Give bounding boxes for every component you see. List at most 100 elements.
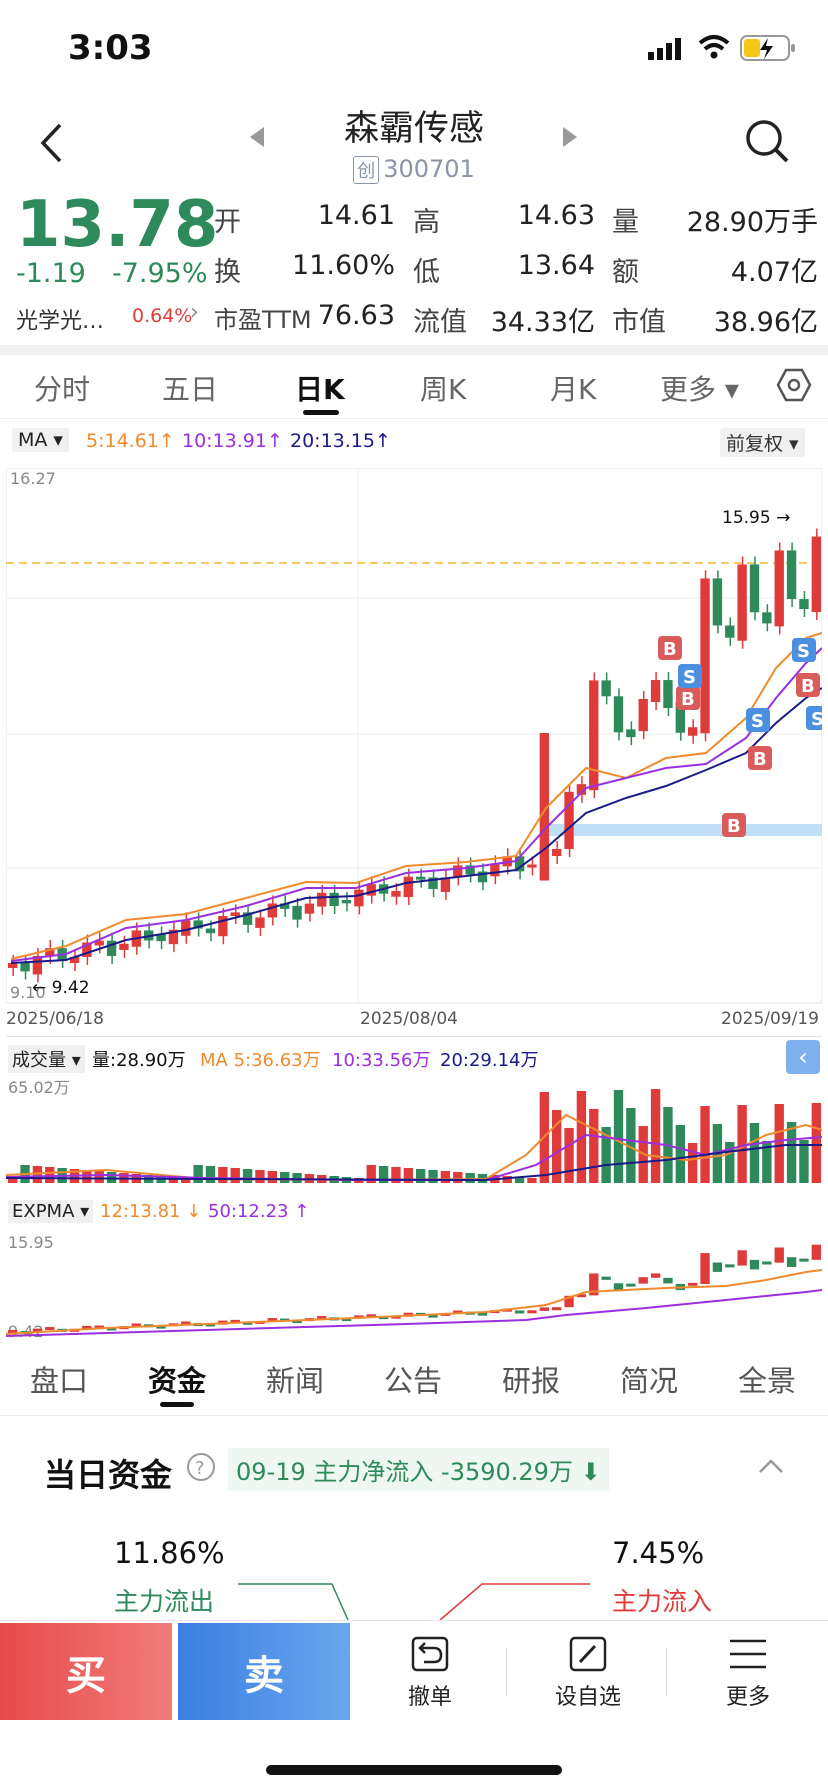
status-time: 3:03 [68,28,153,68]
candle-body [613,696,624,733]
more-button[interactable]: 更多 [688,1635,808,1711]
expma-candle [267,1318,277,1322]
candle-body [601,680,611,697]
volume-bar [82,1170,92,1183]
pe-value: 76.63 [317,300,395,331]
volume-bar [688,1143,698,1183]
candle-body [82,942,92,957]
chart-period-tabs [0,352,828,419]
candle-body [230,912,240,917]
volume-y-top: 65.02万 [8,1078,70,1097]
candle-body [576,784,587,795]
volume-bar [453,1172,463,1183]
volume-bar [774,1104,784,1183]
ma5-value: 5:14.61↑ [86,430,175,452]
tab-monthly-k[interactable]: 月K [550,373,597,406]
volume-bar [440,1171,451,1183]
volume-bar [230,1168,240,1183]
volume-bar [45,1167,55,1183]
tab-active-indicator [303,410,339,415]
candle-body [205,928,216,934]
candle-body [650,680,661,703]
volume-chart[interactable]: 65.02万 [6,1075,822,1190]
tab-research[interactable]: 研报 [502,1364,561,1398]
expma-candle [82,1325,92,1329]
inflow-pct: 7.45% [612,1536,705,1570]
tab-announcements[interactable]: 公告 [384,1364,443,1398]
expma-candle [576,1294,587,1298]
open-label: 开 [214,207,241,238]
svg-text:S: S [811,709,822,730]
volume-bar [502,1176,512,1183]
more-label: 更多 [725,1685,770,1710]
candle-body [799,599,809,610]
prev-stock-icon[interactable] [250,127,266,147]
tab-capital[interactable]: 资金 [148,1364,207,1398]
candle-body [32,955,43,975]
stock-header: 森霸传感 创 300701 [0,100,828,184]
collapse-panel-icon[interactable]: ‹ [786,1040,820,1074]
expma-candle [514,1310,525,1314]
volume-selector[interactable]: 成交量 ▾ [8,1045,85,1073]
cancel-order-button[interactable]: 撤单 [370,1635,490,1711]
tab-orderbook[interactable]: 盘口 [30,1364,89,1398]
candle-body [8,963,18,968]
volume-bar [428,1170,438,1183]
sell-button[interactable]: 卖 [178,1623,350,1720]
candle-body [391,891,401,897]
volume-label: 量 [612,207,639,238]
fund-title: 当日资金 [44,1456,173,1494]
sector-chevron-icon[interactable]: › [190,300,199,325]
tab-weekly-k[interactable]: 周K [420,373,467,406]
candle-body [106,940,117,956]
expma-candle [32,1328,43,1333]
tab-overview[interactable]: 全景 [738,1364,797,1398]
expma-candle [552,1307,562,1311]
tab-intraday[interactable]: 分时 [34,373,91,406]
volume-bar [218,1167,228,1183]
volume-bar [626,1108,636,1183]
expma-candle [638,1277,648,1284]
expma-selector[interactable]: EXPMA ▾ [8,1200,94,1223]
adjust-selector[interactable]: 前复权 ▾ [720,428,805,457]
volume-bar [378,1166,389,1183]
chart-settings-icon[interactable] [776,368,812,402]
sector-name[interactable]: 光学光… [16,309,105,334]
tab-five-day[interactable]: 五日 [162,373,219,406]
back-icon[interactable] [38,122,64,164]
expma-candle [626,1283,636,1287]
expma-chart[interactable]: 15.95 9.42 [6,1230,822,1340]
outflow-label: 主力流出 [114,1587,215,1616]
volume-bar [280,1172,290,1183]
stock-code-line: 创 300701 [0,155,828,184]
turnover-value: 11.60% [292,250,395,281]
expma-candle [663,1277,673,1284]
candle-body [242,912,253,925]
add-watchlist-button[interactable]: 设自选 [528,1635,648,1711]
help-icon[interactable]: ? [186,1452,216,1482]
chevron-up-icon[interactable] [758,1458,784,1474]
next-stock-icon[interactable] [561,127,577,147]
svg-text:S: S [751,711,764,732]
volume-bars-group [8,1089,821,1183]
volume-bar [650,1089,661,1183]
tab-news[interactable]: 新闻 [266,1364,325,1398]
volume-ma10: 10:33.56万 [332,1050,431,1071]
candle-body [428,877,438,889]
expma-candle [564,1295,574,1308]
search-icon[interactable] [743,117,791,165]
candle-body [94,940,104,946]
volume-bar [514,1177,525,1183]
candle-body [440,877,451,892]
current-price: 13.78 [16,188,219,262]
tab-profile[interactable]: 简况 [620,1364,679,1398]
home-indicator [266,1765,562,1775]
tab-daily-k[interactable]: 日K [295,373,345,406]
buy-button[interactable]: 买 [0,1623,172,1720]
volume-bar [737,1105,747,1183]
kline-chart[interactable]: 16.27 9.10 15.95 → ← 9.42 B B B B B S S … [6,468,822,1028]
tab-more[interactable]: 更多 ▾ [660,373,739,406]
svg-text:B: B [801,676,815,697]
volume-bar [391,1167,401,1183]
ma-selector[interactable]: MA ▾ [12,428,69,452]
